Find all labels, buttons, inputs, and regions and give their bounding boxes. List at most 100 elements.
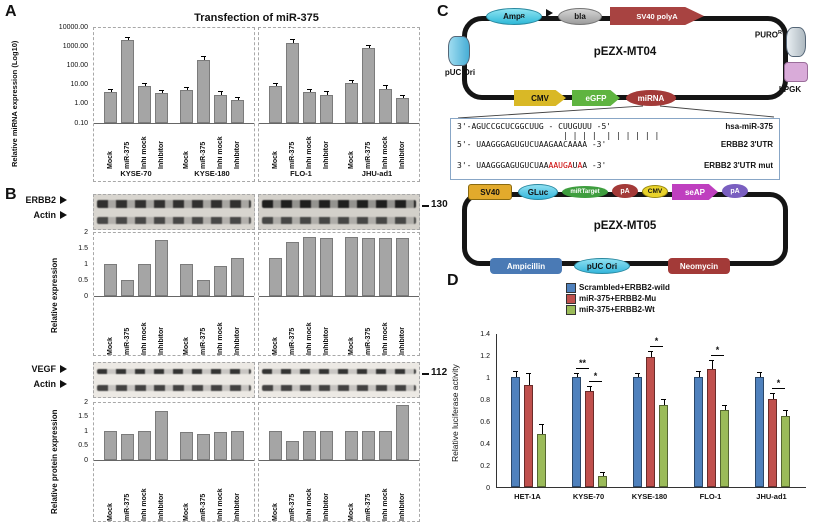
bars-area	[259, 233, 419, 297]
bar-fill	[303, 431, 316, 460]
bar	[119, 232, 136, 296]
bar-fill	[231, 257, 244, 296]
bars-area	[94, 28, 254, 124]
group-label: KYSE-180	[194, 169, 230, 178]
x-tick-label: Inhibitor	[323, 327, 330, 355]
bar-fill	[362, 48, 375, 123]
error-bar	[772, 393, 774, 399]
hpgk-label: hPGK	[778, 85, 802, 94]
bar-fill	[286, 241, 299, 296]
mirna-label: miRNA	[637, 93, 665, 103]
x-tick-label: Inhibitor	[234, 327, 241, 355]
bar	[102, 27, 119, 123]
bar-fill	[104, 431, 117, 460]
alignment-pipes: | | | | | | | | | |	[563, 131, 660, 140]
panel-a-y-axis-label: Relative miRNA expression (Log10)	[10, 40, 19, 168]
amp-sup: R	[520, 13, 525, 20]
x-tick-label: Inhi mock	[382, 488, 389, 521]
bar-group	[753, 334, 792, 487]
x-tick-label: Inhibitor	[158, 141, 165, 169]
bar-fill	[781, 415, 790, 487]
sv40-polya-element: SV40 polyA	[610, 7, 704, 25]
error-bar-cap	[635, 372, 640, 374]
bar	[705, 334, 718, 487]
bar-fill	[755, 377, 764, 487]
vegf-bands	[97, 369, 251, 374]
bar-fill	[396, 238, 409, 296]
x-tick-label: Inhi mock	[306, 322, 313, 355]
bar	[644, 334, 657, 487]
puc-ori-label: pUC Ori	[444, 68, 476, 77]
bar-group	[692, 334, 731, 487]
pa2-label: pA	[730, 187, 740, 195]
bar-fill	[362, 431, 375, 460]
bar	[657, 334, 670, 487]
x-tick-label: Mock	[348, 151, 355, 169]
x-tick-label: miR-375	[200, 327, 207, 355]
bar-group	[570, 334, 609, 487]
bar-fill	[138, 86, 151, 123]
bar	[178, 232, 195, 296]
pa1-element: pA	[612, 184, 638, 198]
bar	[360, 402, 377, 460]
actin-bands	[97, 385, 251, 391]
x-tick-label: Mock	[183, 503, 190, 521]
bar	[136, 27, 153, 123]
bar-fill	[379, 88, 392, 123]
legend-item: Scrambled+ERBB2-wild	[566, 282, 670, 293]
x-tick-label: Inhibitor	[399, 141, 406, 169]
category-label: KYSE-180	[631, 492, 668, 501]
error-bar	[515, 371, 517, 377]
error-bar-cap	[108, 88, 113, 90]
x-tick-label: Inhi mock	[306, 488, 313, 521]
bar	[318, 232, 335, 296]
amp-gene: Amp R	[486, 8, 542, 25]
bar-fill	[121, 40, 134, 123]
cmv2-label: CMV	[647, 188, 663, 195]
bla-label: bla	[574, 12, 586, 21]
x-tick-label: Mock	[272, 503, 279, 521]
error-bar-cap	[770, 392, 775, 394]
vegf-blot-right	[258, 362, 420, 398]
chart1-left: Mock miR-375 Inhi mock Inhibitor Mock miR-375…	[93, 232, 255, 356]
error-bar	[220, 92, 222, 95]
bar	[153, 27, 170, 123]
bar-fill	[396, 98, 409, 123]
bar	[583, 334, 596, 487]
egfp-label: eGFP	[585, 93, 607, 103]
bar-fill	[231, 431, 244, 460]
bar	[102, 232, 119, 296]
hpgk-element	[784, 62, 808, 82]
bar-fill	[138, 431, 151, 460]
blot2-row1-label: VEGF	[31, 364, 56, 374]
x-tick-label: Inhi mock	[382, 136, 389, 169]
y-tick-label: 0.5	[78, 442, 88, 449]
bar-fill	[155, 240, 168, 296]
error-bar	[785, 411, 787, 416]
bar	[343, 27, 360, 123]
chart1-y-ticks: 2 1.5 1 0.5 0	[68, 228, 90, 300]
connector-lines	[457, 105, 775, 119]
blot2-row2-label: Actin	[33, 379, 57, 389]
panel-a-y-ticks: 10000.00 1000.00 100.00 10.00 1.00 0.10	[42, 24, 90, 127]
error-bar	[602, 472, 604, 476]
arrow-right-icon	[546, 9, 553, 17]
bars-area	[259, 403, 419, 461]
arrow-right-icon	[60, 211, 67, 219]
error-bar	[541, 425, 543, 435]
sequence-alignment-box: 3'-AGUCCGCUCGGCUUG - CUUGUUU -5' hsa-miR…	[450, 118, 780, 180]
error-bar	[724, 405, 726, 410]
y-tick-label: 2	[84, 228, 88, 236]
gluc-gene: GLuc	[518, 184, 558, 200]
bar-fill	[214, 94, 227, 123]
bar-fill	[214, 432, 227, 460]
group-label: JHU-ad1	[361, 169, 393, 178]
error-bar	[144, 83, 146, 87]
bar-fill	[396, 404, 409, 460]
x-tick-label: Inhibitor	[323, 493, 330, 521]
legend-item: miR-375+ERBB2-Mu	[566, 293, 670, 304]
mut-sequence-label: ERBB2 3'UTR mut	[703, 161, 773, 170]
error-bar-cap	[757, 371, 762, 373]
error-bar-cap	[184, 86, 189, 88]
error-bar-cap	[513, 370, 518, 372]
